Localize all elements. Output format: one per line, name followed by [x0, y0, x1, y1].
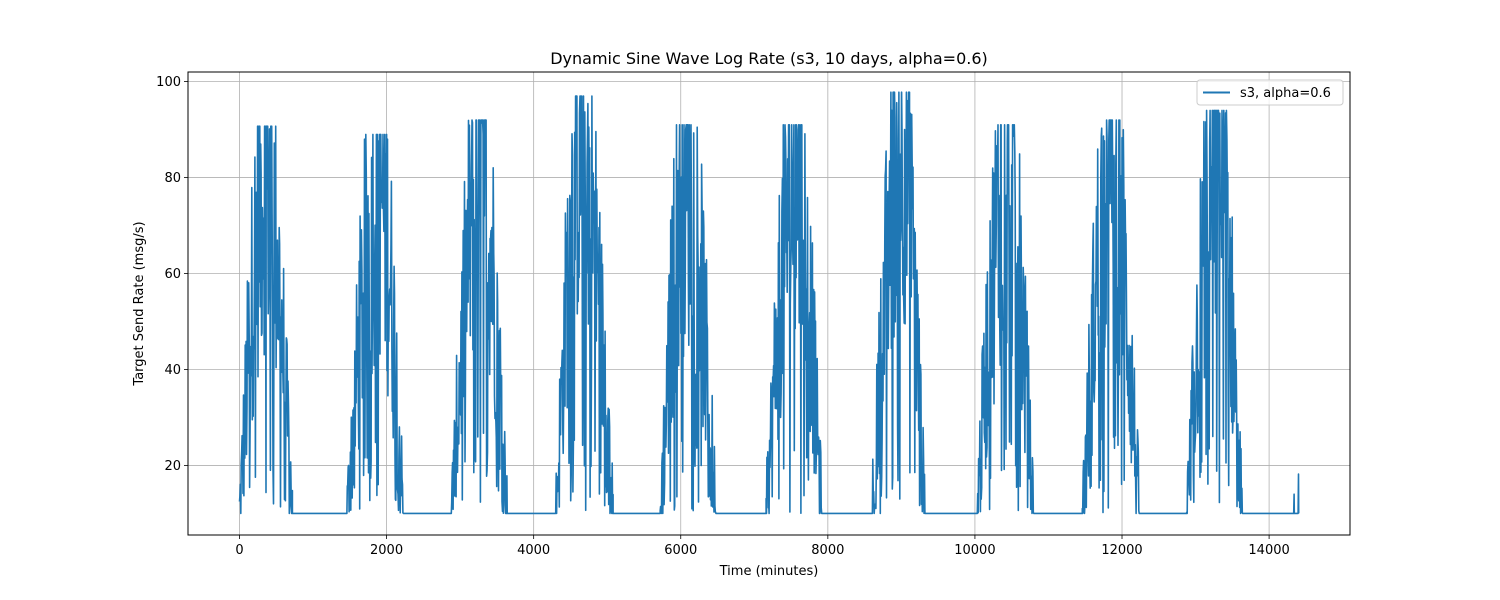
x-tick-label: 14000 — [1248, 543, 1289, 558]
x-tick-label: 6000 — [664, 543, 697, 558]
legend-label: s3, alpha=0.6 — [1240, 86, 1331, 101]
plot-frame — [187, 71, 1351, 536]
x-axis-label: Time (minutes) — [719, 564, 819, 579]
series-line-s3 — [238, 91, 1300, 515]
y-tick-label: 40 — [164, 363, 181, 378]
y-tick-label: 80 — [164, 171, 181, 186]
x-tick-label: 10000 — [954, 543, 995, 558]
axis-ticks: 0 2000 4000 6000 8000 10000 12000 14000 20 40 60 80… — [156, 75, 1290, 558]
y-axis-label: Target Send Rate (msg/s) — [132, 221, 147, 386]
chart-title: Dynamic Sine Wave Log Rate (s3, 10 days,… — [550, 49, 988, 68]
x-tick-label: 4000 — [517, 543, 550, 558]
y-tick-label: 60 — [164, 267, 181, 282]
legend: s3, alpha=0.6 — [1196, 79, 1344, 106]
legend-box — [1196, 79, 1344, 106]
x-tick-label: 8000 — [811, 543, 844, 558]
series-area — [238, 91, 1300, 515]
x-tick-label: 0 — [235, 543, 243, 558]
y-tick-label: 20 — [164, 459, 181, 474]
x-tick-label: 2000 — [370, 543, 403, 558]
y-tick-label: 100 — [156, 75, 181, 90]
x-tick-label: 12000 — [1101, 543, 1142, 558]
